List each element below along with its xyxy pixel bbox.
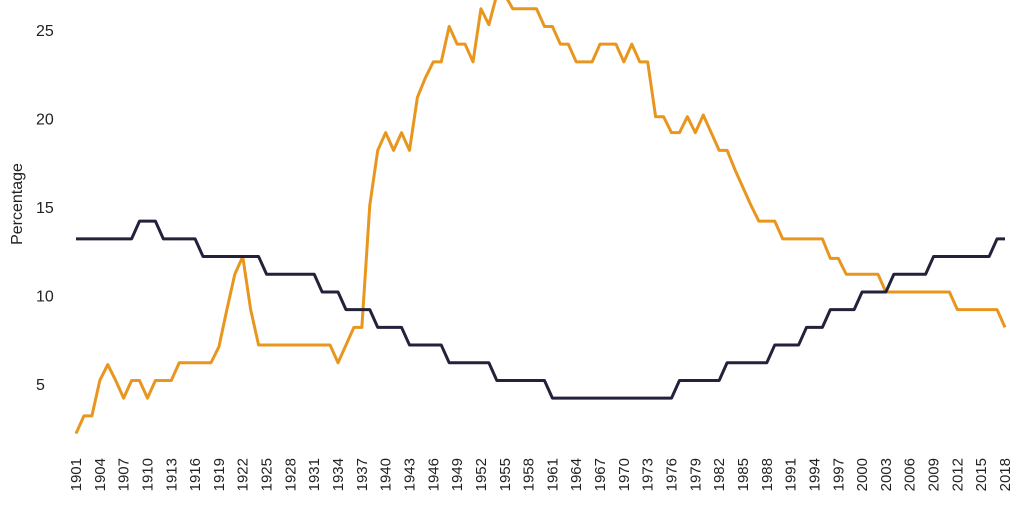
x-tick-label: 1967 <box>592 458 609 491</box>
x-tick-label: 2018 <box>997 458 1014 491</box>
x-tick-label: 1949 <box>449 458 466 491</box>
x-tick-label: 1904 <box>92 458 109 491</box>
x-tick-label: 1925 <box>259 458 276 491</box>
x-tick-label: 2012 <box>949 458 966 491</box>
x-tick-label: 1970 <box>616 458 633 491</box>
x-tick-label: 1916 <box>187 458 204 491</box>
x-tick-label: 1910 <box>139 458 156 491</box>
x-tick-label: 1913 <box>163 458 180 491</box>
x-tick-label: 1931 <box>306 458 323 491</box>
x-tick-label: 1991 <box>783 458 800 491</box>
x-tick-label: 2006 <box>902 458 919 491</box>
x-tick-label: 1985 <box>735 458 752 491</box>
x-tick-label: 1958 <box>521 458 538 491</box>
x-tick-label: 1961 <box>544 458 561 491</box>
x-tick-label: 1922 <box>235 458 252 491</box>
y-axis-label: Percentage <box>9 163 26 245</box>
series-lines <box>74 0 1007 435</box>
y-axis-ticks: 5 10 15 20 25 <box>36 23 54 394</box>
x-tick-label: 2000 <box>854 458 871 491</box>
y-tick-label: 20 <box>36 112 54 129</box>
x-tick-label: 1973 <box>640 458 657 491</box>
x-tick-label: 1946 <box>425 458 442 491</box>
x-axis-ticks: 1901 1904 1907 1910 1913 1916 1919 1922 1925 1928… <box>68 458 1014 491</box>
x-tick-label: 1928 <box>282 458 299 491</box>
y-tick-label: 10 <box>36 289 54 306</box>
x-tick-label: 1919 <box>211 458 228 491</box>
x-tick-label: 1964 <box>568 458 585 491</box>
x-tick-label: 1934 <box>330 458 347 491</box>
x-tick-label: 2009 <box>926 458 943 491</box>
y-tick-label: 25 <box>36 23 54 40</box>
x-tick-label: 1955 <box>497 458 514 491</box>
x-tick-label: 1952 <box>473 458 490 491</box>
x-tick-label: 1994 <box>806 458 823 491</box>
x-tick-label: 1901 <box>68 458 85 491</box>
series-line-0 <box>74 0 1007 435</box>
x-tick-label: 1982 <box>711 458 728 491</box>
x-tick-label: 1988 <box>759 458 776 491</box>
x-tick-label: 1937 <box>354 458 371 491</box>
series-line-1 <box>76 219 1005 400</box>
x-tick-label: 1997 <box>830 458 847 491</box>
x-tick-label: 1976 <box>664 458 681 491</box>
x-tick-label: 2003 <box>878 458 895 491</box>
x-tick-label: 1907 <box>116 458 133 491</box>
x-tick-label: 1943 <box>401 458 418 491</box>
x-tick-label: 1979 <box>687 458 704 491</box>
y-tick-label: 15 <box>36 200 54 217</box>
y-tick-label: 5 <box>36 377 45 394</box>
x-tick-label: 2015 <box>973 458 990 491</box>
x-tick-label: 1940 <box>378 458 395 491</box>
